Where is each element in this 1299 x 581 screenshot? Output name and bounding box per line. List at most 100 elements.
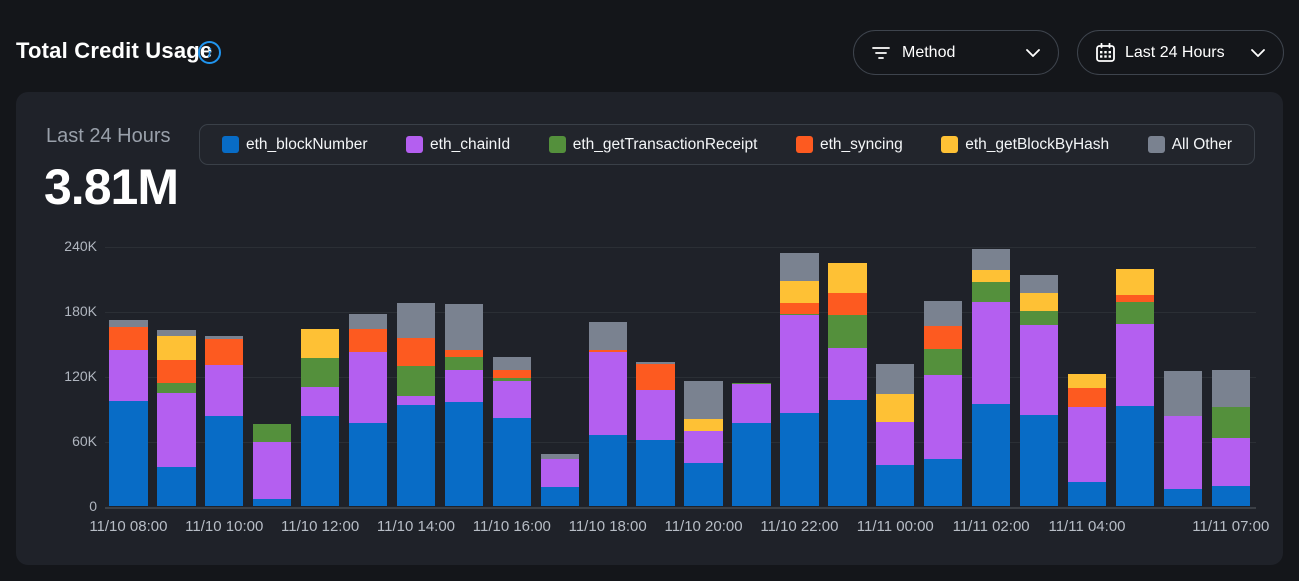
eth_syncing-segment[interactable] [157, 359, 196, 384]
legend-item-eth_blockNumber[interactable]: eth_blockNumber [222, 136, 367, 154]
eth_getTransactionReceipt-segment[interactable] [780, 314, 819, 316]
eth_chainId-segment[interactable] [205, 364, 244, 416]
eth_getTransactionReceipt-segment[interactable] [1115, 302, 1155, 324]
eth_chainId-segment[interactable] [1211, 438, 1250, 486]
eth_getTransactionReceipt-segment[interactable] [732, 383, 771, 385]
eth_chainId-segment[interactable] [300, 386, 340, 416]
All Other-segment[interactable] [876, 363, 915, 395]
eth_chainId-segment[interactable] [636, 389, 675, 440]
eth_blockNumber-segment[interactable] [252, 498, 292, 507]
All Other-segment[interactable] [396, 303, 436, 338]
All Other-segment[interactable] [588, 321, 627, 350]
All Other-segment[interactable] [492, 357, 532, 371]
eth_syncing-segment[interactable] [924, 326, 963, 349]
eth_blockNumber-segment[interactable] [828, 399, 867, 507]
eth_syncing-segment[interactable] [205, 339, 244, 365]
eth_chainId-segment[interactable] [780, 315, 819, 413]
eth_syncing-segment[interactable] [636, 363, 675, 390]
All Other-segment[interactable] [157, 330, 196, 336]
eth_getBlockByHash-segment[interactable] [1067, 373, 1107, 388]
eth_getBlockByHash-segment[interactable] [780, 280, 819, 304]
legend-item-eth_getTransactionReceipt[interactable]: eth_getTransactionReceipt [548, 136, 757, 154]
eth_blockNumber-segment[interactable] [1019, 414, 1059, 507]
eth_blockNumber-segment[interactable] [540, 487, 579, 507]
eth_chainId-segment[interactable] [684, 430, 723, 464]
All Other-segment[interactable] [205, 335, 244, 340]
eth_chainId-segment[interactable] [396, 396, 436, 405]
eth_blockNumber-segment[interactable] [300, 415, 340, 507]
eth_syncing-segment[interactable] [828, 292, 867, 316]
eth_getTransactionReceipt-segment[interactable] [396, 366, 436, 397]
All Other-segment[interactable] [780, 252, 819, 281]
All Other-segment[interactable] [444, 304, 484, 350]
eth_blockNumber-segment[interactable] [444, 401, 484, 507]
eth_blockNumber-segment[interactable] [109, 400, 148, 507]
eth_chainId-segment[interactable] [444, 370, 484, 402]
All Other-segment[interactable] [1211, 370, 1250, 408]
eth_getTransactionReceipt-segment[interactable] [492, 377, 532, 382]
eth_chainId-segment[interactable] [252, 441, 292, 499]
eth_chainId-segment[interactable] [588, 352, 627, 436]
eth_getTransactionReceipt-segment[interactable] [971, 281, 1011, 303]
eth_getBlockByHash-segment[interactable] [828, 263, 867, 293]
info-icon[interactable]: i [198, 41, 221, 64]
eth_blockNumber-segment[interactable] [876, 465, 915, 507]
eth_blockNumber-segment[interactable] [636, 439, 675, 507]
eth_syncing-segment[interactable] [348, 329, 388, 352]
All Other-segment[interactable] [1019, 275, 1059, 293]
All Other-segment[interactable] [348, 314, 388, 330]
eth_getBlockByHash-segment[interactable] [971, 269, 1011, 282]
eth_syncing-segment[interactable] [588, 349, 627, 352]
eth_blockNumber-segment[interactable] [1163, 489, 1203, 507]
eth_getTransactionReceipt-segment[interactable] [444, 357, 484, 371]
eth_blockNumber-segment[interactable] [732, 423, 771, 507]
eth_getTransactionReceipt-segment[interactable] [1211, 407, 1250, 439]
eth_syncing-segment[interactable] [1115, 294, 1155, 303]
eth_blockNumber-segment[interactable] [924, 458, 963, 507]
eth_getTransactionReceipt-segment[interactable] [1019, 310, 1059, 325]
eth_getTransactionReceipt-segment[interactable] [300, 358, 340, 387]
All Other-segment[interactable] [540, 453, 579, 459]
eth_blockNumber-segment[interactable] [492, 417, 532, 507]
eth_blockNumber-segment[interactable] [684, 463, 723, 507]
eth_getBlockByHash-segment[interactable] [1115, 268, 1155, 295]
eth_syncing-segment[interactable] [396, 337, 436, 367]
eth_blockNumber-segment[interactable] [1211, 485, 1250, 507]
eth_getTransactionReceipt-segment[interactable] [924, 348, 963, 375]
All Other-segment[interactable] [636, 361, 675, 364]
eth_chainId-segment[interactable] [828, 347, 867, 400]
All Other-segment[interactable] [924, 301, 963, 327]
eth_chainId-segment[interactable] [732, 384, 771, 424]
eth_getBlockByHash-segment[interactable] [876, 394, 915, 423]
eth_chainId-segment[interactable] [492, 381, 532, 418]
legend-item-eth_syncing[interactable]: eth_syncing [795, 136, 903, 154]
All Other-segment[interactable] [1163, 371, 1203, 416]
eth_getBlockByHash-segment[interactable] [1019, 292, 1059, 311]
eth_getBlockByHash-segment[interactable] [300, 329, 340, 359]
eth_syncing-segment[interactable] [109, 327, 148, 350]
eth_chainId-segment[interactable] [348, 352, 388, 424]
eth_getBlockByHash-segment[interactable] [157, 335, 196, 360]
eth_blockNumber-segment[interactable] [157, 466, 196, 507]
eth_syncing-segment[interactable] [1067, 387, 1107, 408]
eth_blockNumber-segment[interactable] [780, 412, 819, 507]
eth_blockNumber-segment[interactable] [971, 403, 1011, 507]
eth_syncing-segment[interactable] [444, 349, 484, 358]
eth_getBlockByHash-segment[interactable] [684, 418, 723, 431]
eth_syncing-segment[interactable] [780, 303, 819, 315]
eth_blockNumber-segment[interactable] [348, 423, 388, 507]
eth_getTransactionReceipt-segment[interactable] [252, 424, 292, 442]
eth_chainId-segment[interactable] [1019, 324, 1059, 415]
All Other-segment[interactable] [971, 249, 1011, 270]
eth_chainId-segment[interactable] [876, 422, 915, 466]
eth_chainId-segment[interactable] [971, 302, 1011, 404]
eth_chainId-segment[interactable] [1115, 323, 1155, 407]
eth_chainId-segment[interactable] [924, 374, 963, 459]
eth_blockNumber-segment[interactable] [205, 415, 244, 507]
eth_chainId-segment[interactable] [109, 349, 148, 401]
legend-item-eth_getBlockByHash[interactable]: eth_getBlockByHash [941, 136, 1109, 154]
All Other-segment[interactable] [109, 319, 148, 328]
eth_getTransactionReceipt-segment[interactable] [157, 383, 196, 394]
eth_blockNumber-segment[interactable] [588, 435, 627, 507]
eth_blockNumber-segment[interactable] [1067, 481, 1107, 507]
